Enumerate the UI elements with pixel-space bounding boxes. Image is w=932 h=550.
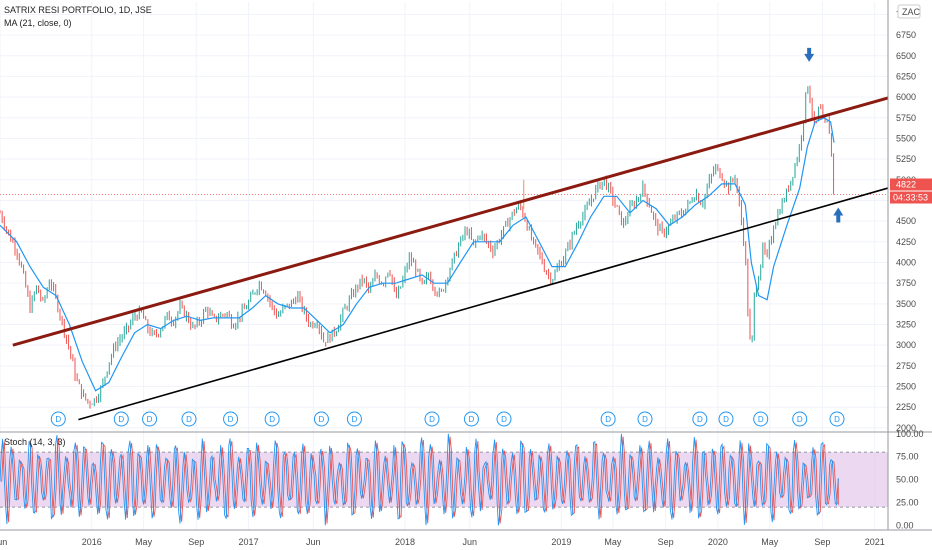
price-tick-label: 6000 <box>896 92 916 102</box>
grid <box>0 2 888 530</box>
stoch-tick-label: 25.00 <box>896 498 919 508</box>
arrow-up-icon <box>833 207 844 223</box>
arrow-down-icon <box>804 47 815 62</box>
time-tick-label: May <box>761 537 779 547</box>
dividend-marker-circle[interactable] <box>637 411 653 427</box>
stoch-tick-label: 0.00 <box>896 520 914 530</box>
dividend-marker: D <box>723 415 729 424</box>
price-tick-label: 4000 <box>896 257 916 267</box>
dividend-marker-circle[interactable] <box>496 411 512 427</box>
dividend-marker: D <box>269 415 275 424</box>
price-tick-label: 6500 <box>896 51 916 61</box>
time-tick-label: Jun <box>462 537 477 547</box>
dividend-marker-circle[interactable] <box>829 411 845 427</box>
dividend-marker-circle[interactable] <box>181 411 197 427</box>
dividend-marker: D <box>186 415 192 424</box>
dividend-marker: D <box>319 415 325 424</box>
dividend-marker-circle[interactable] <box>753 411 769 427</box>
price-badge <box>890 178 932 191</box>
dividend-marker: D <box>501 415 507 424</box>
price-tick-label: 2250 <box>896 402 916 412</box>
dividend-marker-circle[interactable] <box>692 411 708 427</box>
dividend-marker-circle[interactable] <box>792 411 808 427</box>
stoch-tick-label: 100.00 <box>896 429 924 439</box>
dividend-marker: D <box>758 415 764 424</box>
time-tick-label: 2018 <box>395 537 415 547</box>
price-tick-label: 3500 <box>896 299 916 309</box>
dividend-marker: D <box>429 415 435 424</box>
price-tick-label: 5500 <box>896 133 916 143</box>
time-tick-label: May <box>135 537 153 547</box>
dividend-marker-circle[interactable] <box>600 411 616 427</box>
countdown-badge <box>890 191 932 204</box>
dividend-marker-circle[interactable] <box>424 411 440 427</box>
currency-label: ZAC <box>902 7 921 17</box>
dividend-marker: D <box>797 415 803 424</box>
dividend-marker-circle[interactable] <box>264 411 280 427</box>
dividend-marker: D <box>118 415 124 424</box>
price-tick-label: 2000 <box>896 423 916 433</box>
dividend-marker-circle[interactable] <box>346 411 362 427</box>
upper-trendline[interactable] <box>12 96 889 347</box>
price-tick-label: 4250 <box>896 237 916 247</box>
dividend-marker: D <box>834 415 840 424</box>
dividend-marker-circle[interactable] <box>313 411 329 427</box>
time-tick-label: Sep <box>658 537 674 547</box>
time-tick-label: May <box>604 537 622 547</box>
dividend-marker-circle[interactable] <box>113 411 129 427</box>
stoch-legend: Stoch (14, 3, 3) <box>4 437 66 447</box>
price-tick-label: 5750 <box>896 113 916 123</box>
dividend-marker-circle[interactable] <box>50 411 66 427</box>
dividend-marker: D <box>55 415 61 424</box>
stoch-tick-label: 75.00 <box>896 452 919 462</box>
price-tick-label: 3750 <box>896 278 916 288</box>
lower-trendline[interactable] <box>78 187 889 421</box>
dividend-marker: D <box>697 415 703 424</box>
price-badge-value: 4822 <box>896 180 916 190</box>
dividend-marker-circle[interactable] <box>463 411 479 427</box>
time-tick-label: Sep <box>814 537 830 547</box>
dividend-marker-circle[interactable] <box>142 411 158 427</box>
time-tick-label: 2016 <box>82 537 102 547</box>
time-tick-label: Jun <box>0 537 7 547</box>
price-tick-label: 4500 <box>896 216 916 226</box>
dividend-marker-circle[interactable] <box>223 411 239 427</box>
time-tick-label: Jun <box>306 537 321 547</box>
time-tick-label: 2020 <box>708 537 728 547</box>
price-tick-label: 3000 <box>896 340 916 350</box>
dividend-marker: D <box>469 415 475 424</box>
time-tick-label: 2017 <box>239 537 259 547</box>
dividend-marker: D <box>352 415 358 424</box>
dividend-marker: D <box>147 415 153 424</box>
dividend-marker: D <box>642 415 648 424</box>
stochastic-panel[interactable] <box>0 433 888 526</box>
time-tick-label: Sep <box>188 537 204 547</box>
stoch-d-line <box>1 436 839 524</box>
dividend-marker-circle[interactable] <box>718 411 734 427</box>
price-tick-label: 2500 <box>896 382 916 392</box>
currency-badge[interactable] <box>897 4 921 19</box>
ma-line[interactable] <box>0 117 835 392</box>
price-tick-label: 5250 <box>896 154 916 164</box>
price-tick-label: 3250 <box>896 320 916 330</box>
stoch-k-line <box>0 433 839 526</box>
price-tick-label: 6750 <box>896 30 916 40</box>
ma-legend: MA (21, close, 0) <box>4 18 72 28</box>
dividend-marker: D <box>605 415 611 424</box>
stoch-tick-label: 50.00 <box>896 475 919 485</box>
symbol-title: SATRIX RESI PORTFOLIO, 1D, JSE <box>4 5 152 15</box>
dividend-marker: D <box>228 415 234 424</box>
countdown-value: 04:33:53 <box>893 193 928 203</box>
time-tick-label: 2021 <box>865 537 885 547</box>
time-tick-label: 2019 <box>551 537 571 547</box>
price-tick-label: 2750 <box>896 361 916 371</box>
price-tick-label: 6250 <box>896 71 916 81</box>
